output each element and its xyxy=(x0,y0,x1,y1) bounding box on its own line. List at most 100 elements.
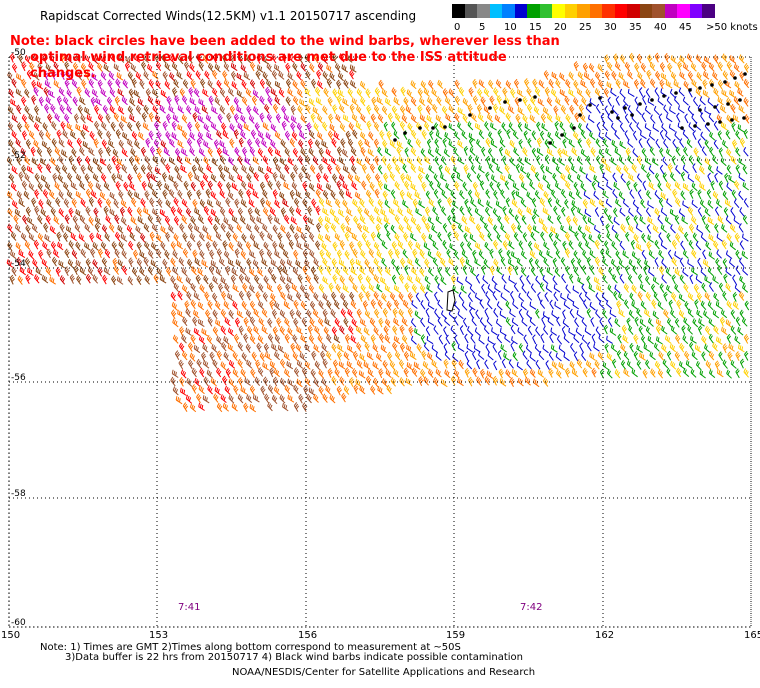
barb-feather xyxy=(348,89,352,94)
wind-barb xyxy=(594,71,601,82)
wind-barb xyxy=(565,113,571,124)
barb-feather xyxy=(84,106,86,111)
barb-shaft xyxy=(536,151,544,157)
barb-shaft xyxy=(490,126,497,131)
barb-feather xyxy=(380,116,384,121)
barb-feather xyxy=(548,114,551,119)
barb-feather xyxy=(559,89,562,94)
barb-feather xyxy=(633,130,637,135)
barb-shaft xyxy=(638,141,643,148)
barb-feather xyxy=(704,72,707,77)
wind-barb xyxy=(588,63,595,73)
barb-feather xyxy=(734,80,737,86)
wind-barb xyxy=(384,147,392,157)
barb-shaft xyxy=(577,159,583,165)
wind-barb xyxy=(693,96,699,107)
barb-feather xyxy=(30,167,32,172)
barb-feather xyxy=(732,157,735,162)
wind-barb xyxy=(619,88,626,99)
barb-shaft xyxy=(628,92,635,98)
barb-feather xyxy=(317,89,321,94)
barb-feather xyxy=(567,82,571,87)
barb-feather xyxy=(571,74,574,79)
barb-feather xyxy=(420,148,424,153)
barb-feather xyxy=(723,90,725,95)
barb-feather xyxy=(609,64,613,69)
barb-feather xyxy=(190,57,194,62)
barb-feather xyxy=(428,98,431,103)
wind-barb xyxy=(264,103,270,114)
barb-feather xyxy=(88,147,91,152)
wind-barb xyxy=(586,138,592,148)
barb-feather xyxy=(347,88,351,93)
barb-feather xyxy=(222,108,225,113)
barb-feather xyxy=(231,90,234,95)
barb-feather xyxy=(557,82,561,87)
barb-feather xyxy=(300,114,303,119)
barb-shaft xyxy=(704,110,711,115)
barb-shaft xyxy=(444,135,451,141)
barb-feather xyxy=(23,81,27,86)
barb-feather xyxy=(43,123,47,128)
wind-barb xyxy=(627,139,634,148)
barb-feather xyxy=(674,131,677,136)
wind-barb xyxy=(67,139,74,149)
barb-feather xyxy=(147,158,150,163)
barb-feather xyxy=(723,107,726,112)
barb-feather xyxy=(457,156,460,161)
barb-feather xyxy=(241,115,244,121)
barb-feather xyxy=(391,141,394,146)
wind-barb xyxy=(702,89,710,98)
wind-barb xyxy=(72,96,78,107)
wind-barb xyxy=(351,97,359,106)
barb-feather xyxy=(246,105,250,110)
barb-feather xyxy=(689,56,692,61)
barb-feather xyxy=(346,54,348,59)
wind-barb xyxy=(738,104,745,114)
barb-feather xyxy=(266,113,270,118)
barb-feather xyxy=(497,116,500,122)
barb-feather xyxy=(357,158,360,164)
barb-feather xyxy=(478,125,480,130)
wind-barb xyxy=(120,115,128,124)
barb-feather xyxy=(506,114,510,118)
barb-feather xyxy=(686,138,690,143)
wind-barb xyxy=(718,147,723,158)
barb-feather xyxy=(670,71,674,76)
barb-feather xyxy=(535,107,538,112)
wind-barb xyxy=(673,80,681,89)
barb-feather xyxy=(102,89,105,94)
barb-feather xyxy=(514,148,517,153)
barb-feather xyxy=(518,156,521,161)
wind-barb xyxy=(426,114,433,124)
barb-feather xyxy=(335,132,338,137)
barb-feather xyxy=(302,133,305,138)
wind-barb xyxy=(640,130,647,140)
barb-feather xyxy=(361,82,364,87)
barb-feather xyxy=(48,89,50,94)
barb-feather xyxy=(120,124,125,129)
wind-barb xyxy=(679,71,686,81)
barb-shaft xyxy=(467,124,474,131)
barb-feather xyxy=(191,98,193,103)
wind-barb xyxy=(660,72,668,81)
wind-barb xyxy=(339,104,345,114)
barb-feather xyxy=(222,142,225,147)
wind-barb xyxy=(699,96,706,106)
barb-feather xyxy=(81,64,86,69)
barb-feather xyxy=(245,124,247,129)
wind-barb xyxy=(49,54,56,64)
barb-feather xyxy=(67,106,71,111)
barb-shaft xyxy=(619,126,625,133)
barb-feather xyxy=(736,65,740,71)
barb-feather xyxy=(358,124,361,129)
barb-feather xyxy=(82,124,85,129)
barb-feather xyxy=(278,82,280,87)
barb-feather xyxy=(612,72,616,77)
barb-feather xyxy=(422,116,425,121)
barb-feather xyxy=(281,53,286,58)
barb-feather xyxy=(251,117,255,122)
barb-feather xyxy=(729,55,732,60)
wind-barb xyxy=(645,88,651,98)
barb-feather xyxy=(103,57,106,63)
